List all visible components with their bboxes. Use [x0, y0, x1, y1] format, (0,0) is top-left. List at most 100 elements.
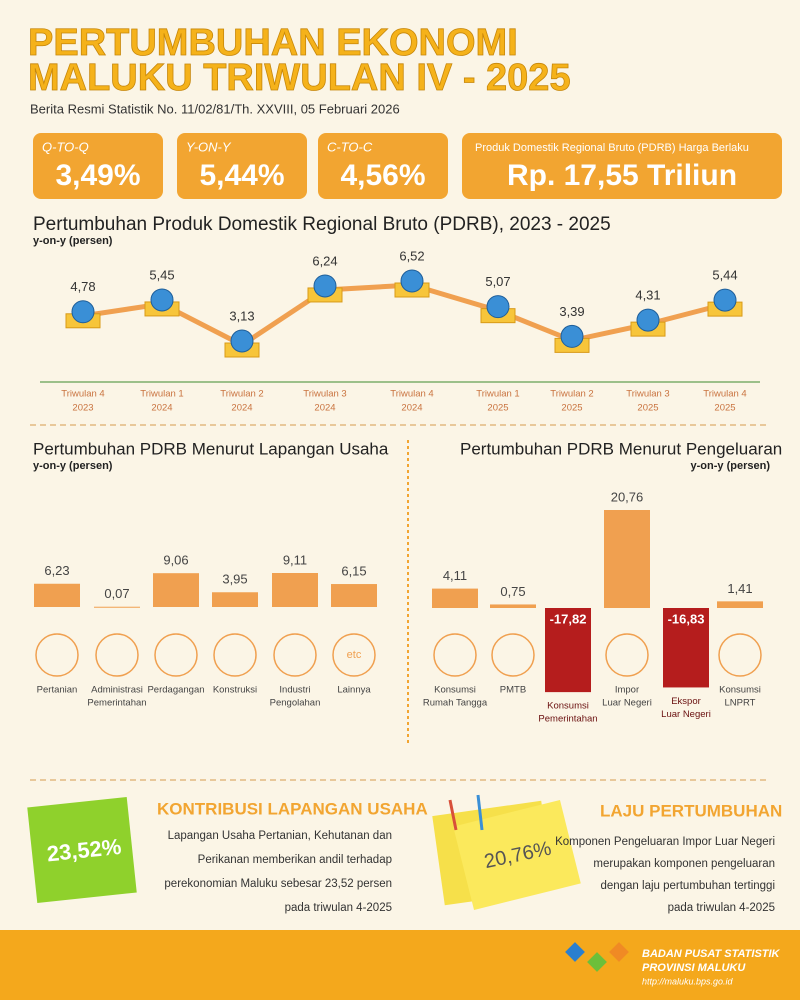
value-label: 5,07: [485, 274, 510, 289]
growth-line: Komponen Pengeluaran Impor Luar Negeri: [555, 836, 775, 848]
value-label: 1,41: [727, 581, 752, 596]
value-label: 6,52: [399, 248, 424, 263]
point: [150, 288, 174, 312]
contribution-title: KONTRIBUSI LAPANGAN USAHA: [157, 799, 428, 818]
x-tick-label: Triwulan 4: [390, 389, 433, 400]
bar: [490, 604, 536, 608]
x-tick-label: 2025: [637, 403, 658, 414]
point: [713, 288, 737, 312]
point: [636, 308, 660, 332]
org-url: http://maluku.bps.go.id: [642, 976, 734, 986]
value-label: 6,23: [44, 563, 69, 578]
icon: [491, 633, 535, 677]
kpi-value: Rp. 17,55 Triliun: [507, 159, 737, 192]
bar: [604, 510, 650, 608]
x-tick-label: Lainnya: [337, 685, 371, 696]
x-tick-label: LNPRT: [725, 698, 756, 709]
growth-line: pada triwulan 4-2025: [668, 902, 775, 914]
bar: [94, 606, 140, 608]
x-tick-label: Luar Negeri: [602, 698, 652, 709]
growth-line: dengan laju pertumbuhan tertinggi: [600, 880, 775, 892]
kpi-label: C-TO-C: [327, 139, 373, 154]
value-label: -16,83: [668, 611, 705, 626]
icon: [718, 633, 762, 677]
x-tick-label: Triwulan 3: [626, 389, 669, 400]
icon: [213, 633, 257, 677]
growth-title: LAJU PERTUMBUHAN: [600, 801, 782, 820]
contribution-line: perekonomian Maluku sebesar 23,52 persen: [164, 878, 392, 890]
x-tick-label: Luar Negeri: [661, 709, 711, 720]
value-label: -17,82: [550, 611, 587, 626]
value-label: 5,45: [149, 267, 174, 282]
icon: [273, 633, 317, 677]
icon-text: etc: [347, 649, 362, 661]
paper-clip: [476, 794, 484, 831]
x-tick-label: Triwulan 1: [476, 389, 519, 400]
x-tick-label: Konsumsi: [434, 685, 476, 696]
x-tick-label: 2025: [487, 403, 508, 414]
value-label: 4,78: [70, 279, 95, 294]
icon: [332, 633, 376, 677]
x-tick-label: Industri: [279, 685, 310, 696]
x-tick-label: Pemerintahan: [538, 714, 597, 725]
kpi-label: Y-ON-Y: [186, 139, 232, 154]
value-label: 6,15: [341, 563, 366, 578]
point: [230, 329, 254, 353]
growth-line: merupakan komponen pengeluaran: [593, 858, 775, 870]
subtitle: Berita Resmi Statistik No. 11/02/81/Th. …: [30, 101, 400, 116]
kpi-box: [462, 133, 782, 199]
x-tick-label: 2024: [151, 403, 172, 414]
icon: [433, 633, 477, 677]
icon: [35, 633, 79, 677]
contribution-line: Perikanan memberikan andil terhadap: [198, 854, 392, 866]
kpi-label: Produk Domestik Regional Bruto (PDRB) Ha…: [475, 142, 749, 154]
sticky-note: [27, 797, 137, 903]
point: [313, 274, 337, 298]
x-tick-label: Triwulan 2: [220, 389, 263, 400]
bar: [432, 588, 478, 608]
kpi-value: 3,49%: [55, 159, 140, 192]
x-tick-label: Impor: [615, 685, 639, 696]
growth-text: Komponen Pengeluaran Impor Luar Negeri me…: [555, 836, 775, 914]
org-name: PROVINSI MALUKU: [642, 962, 746, 974]
x-tick-label: Triwulan 4: [703, 389, 746, 400]
value-label: 20,76: [611, 489, 644, 504]
x-tick-label: Konstruksi: [213, 685, 257, 696]
x-tick-label: Triwulan 4: [61, 389, 104, 400]
kpi-value: 5,44%: [199, 159, 284, 192]
title: PERTUMBUHAN EKONOMI: [28, 22, 518, 64]
bar: [717, 601, 763, 608]
kpi-label: Q-TO-Q: [42, 139, 89, 154]
bar: [663, 608, 709, 688]
x-tick-label: Pertanian: [37, 685, 78, 696]
bar: [212, 592, 258, 607]
x-tick-label: Pemerintahan: [87, 698, 146, 709]
value-label: 0,07: [104, 586, 129, 601]
x-tick-label: Konsumsi: [547, 701, 589, 712]
y-axis-label: y-on-y (persen): [33, 460, 113, 472]
kpi-box: [177, 133, 307, 199]
x-tick-label: 2025: [561, 403, 582, 414]
contribution-text: Lapangan Usaha Pertanian, Kehutanan dan P…: [164, 830, 392, 914]
y-axis-label: y-on-y (persen): [33, 235, 113, 247]
chart-title: Pertumbuhan Produk Domestik Regional Bru…: [33, 214, 611, 235]
x-tick-label: 2024: [401, 403, 422, 414]
point: [486, 295, 510, 319]
value-label: 9,06: [163, 553, 188, 568]
value-label: 4,31: [635, 288, 660, 303]
icon: [95, 633, 139, 677]
kpi-value: 4,56%: [340, 159, 425, 192]
x-tick-label: 2023: [72, 403, 93, 414]
bar: [272, 573, 318, 607]
value-label: 5,44: [712, 268, 737, 283]
x-tick-label: 2025: [714, 403, 735, 414]
point: [71, 300, 95, 324]
x-tick-label: Pengolahan: [270, 698, 321, 709]
x-tick-label: Triwulan 2: [550, 389, 593, 400]
bar: [34, 583, 80, 607]
icon: [605, 633, 649, 677]
chart-title: Pertumbuhan PDRB Menurut Lapangan Usaha: [33, 439, 389, 458]
value-label: 0,75: [500, 584, 525, 599]
x-tick-label: 2024: [231, 403, 252, 414]
